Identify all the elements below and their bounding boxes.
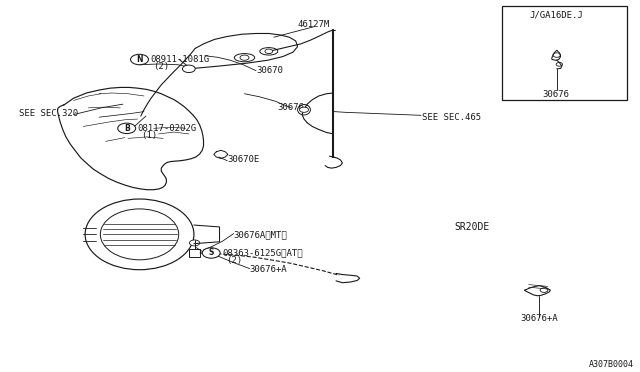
Circle shape xyxy=(540,288,548,292)
Text: 30676+A: 30676+A xyxy=(520,314,557,323)
Text: J/GA16DE.J: J/GA16DE.J xyxy=(530,10,584,19)
Text: 46127M: 46127M xyxy=(298,20,330,29)
Text: 08117-0202G: 08117-0202G xyxy=(138,124,196,133)
Circle shape xyxy=(556,62,563,66)
Text: (2): (2) xyxy=(226,256,242,265)
Text: SR20DE: SR20DE xyxy=(454,222,490,232)
Circle shape xyxy=(300,107,308,112)
Text: 30676A〈MT〉: 30676A〈MT〉 xyxy=(234,230,287,239)
Text: (1): (1) xyxy=(141,131,157,140)
Text: 08911-1081G: 08911-1081G xyxy=(150,55,209,64)
Text: SEE SEC.320: SEE SEC.320 xyxy=(19,109,78,118)
Text: B: B xyxy=(124,124,129,133)
Text: N: N xyxy=(136,55,143,64)
Text: 30670E: 30670E xyxy=(227,155,259,164)
Text: S: S xyxy=(209,248,214,257)
Circle shape xyxy=(240,55,249,60)
Text: 08363-6125G〈AT〉: 08363-6125G〈AT〉 xyxy=(222,248,303,257)
Text: 30676: 30676 xyxy=(542,90,569,99)
Text: SEE SEC.465: SEE SEC.465 xyxy=(422,113,481,122)
Circle shape xyxy=(202,248,220,258)
Circle shape xyxy=(131,54,148,65)
Text: (2): (2) xyxy=(154,62,170,71)
Text: 30670: 30670 xyxy=(256,66,283,75)
Text: 30676+A: 30676+A xyxy=(250,265,287,274)
Circle shape xyxy=(553,53,561,57)
Text: 30676: 30676 xyxy=(278,103,305,112)
Circle shape xyxy=(182,65,195,73)
Bar xyxy=(502,6,627,100)
Circle shape xyxy=(265,49,273,54)
Text: A307B0004: A307B0004 xyxy=(589,360,634,369)
Circle shape xyxy=(189,240,200,246)
Circle shape xyxy=(118,123,136,134)
